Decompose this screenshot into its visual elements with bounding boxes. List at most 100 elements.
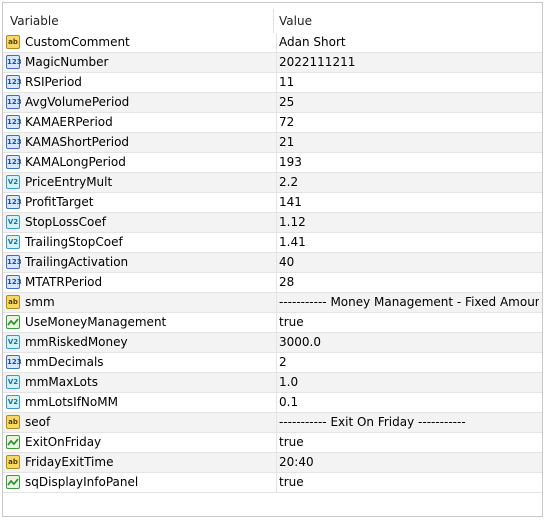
- value-text: 1.12: [279, 215, 306, 229]
- type-icon: 123: [6, 55, 22, 69]
- value-text: 2: [279, 355, 287, 369]
- parameter-value[interactable]: 141: [276, 193, 539, 212]
- parameter-value[interactable]: Adan Short: [276, 33, 539, 52]
- parameter-row[interactable]: 123 AvgVolumePeriod 25: [3, 93, 542, 113]
- parameter-row[interactable]: ExitOnFriday true: [3, 433, 542, 453]
- parameter-row[interactable]: 123 TrailingActivation 40: [3, 253, 542, 273]
- parameter-name: seof: [25, 415, 51, 429]
- parameter-row[interactable]: V2 StopLossCoef 1.12: [3, 213, 542, 233]
- parameter-row[interactable]: V2 mmMaxLots 1.0: [3, 373, 542, 393]
- parameter-value[interactable]: 72: [276, 113, 539, 132]
- parameter-name: KAMAShortPeriod: [25, 135, 130, 149]
- parameter-row[interactable]: 123 MTATRPeriod 28: [3, 273, 542, 293]
- parameter-row[interactable]: V2 mmRiskedMoney 3000.0: [3, 333, 542, 353]
- parameter-row[interactable]: sqDisplayInfoPanel true: [3, 473, 542, 493]
- parameter-value[interactable]: 0.1: [276, 393, 539, 412]
- parameter-name: TrailingStopCoef: [25, 235, 123, 249]
- type-icon: V2: [6, 335, 20, 349]
- parameter-name: smm: [25, 295, 55, 309]
- parameter-row[interactable]: 123 KAMAShortPeriod 21: [3, 133, 542, 153]
- parameter-row[interactable]: UseMoneyManagement true: [3, 313, 542, 333]
- parameter-value[interactable]: 3000.0: [276, 333, 539, 352]
- parameter-row[interactable]: V2 mmLotsIfNoMM 0.1: [3, 393, 542, 413]
- bool-line: [7, 478, 19, 486]
- type-icon: 123: [6, 135, 22, 149]
- value-text: 11: [279, 75, 295, 89]
- value-text: 2.2: [279, 175, 299, 189]
- type-icon: 123: [6, 355, 22, 369]
- value-text: 193: [279, 155, 302, 169]
- type-icon: ab: [6, 35, 20, 49]
- value-text: 28: [279, 275, 295, 289]
- parameter-value[interactable]: 2: [276, 353, 539, 372]
- parameter-value[interactable]: 2.2: [276, 173, 539, 192]
- parameter-value[interactable]: 25: [276, 93, 539, 112]
- parameter-value[interactable]: 11: [276, 73, 539, 92]
- parameter-value[interactable]: 20:40: [276, 453, 539, 472]
- bool-glyph: [7, 438, 19, 446]
- parameter-value[interactable]: 1.12: [276, 213, 539, 232]
- value-text: 40: [279, 255, 295, 269]
- bool-line: [7, 438, 19, 446]
- parameter-row[interactable]: V2 TrailingStopCoef 1.41: [3, 233, 542, 253]
- type-icon: V2: [6, 235, 20, 249]
- parameter-name: MagicNumber: [25, 55, 109, 69]
- parameter-name: sqDisplayInfoPanel: [25, 475, 139, 489]
- value-text: 1.0: [279, 375, 299, 389]
- parameter-name: mmRiskedMoney: [25, 335, 128, 349]
- parameter-value[interactable]: 1.41: [276, 233, 539, 252]
- parameter-row[interactable]: ab seof ----------- Exit On Friday -------…: [3, 413, 542, 433]
- parameter-value[interactable]: true: [276, 473, 539, 492]
- parameter-value[interactable]: 40: [276, 253, 539, 272]
- parameter-row[interactable]: V2 PriceEntryMult 2.2: [3, 173, 542, 193]
- value-text: 0.1: [279, 395, 299, 409]
- value-text: true: [279, 435, 304, 449]
- parameter-value[interactable]: 2022111211: [276, 53, 539, 72]
- parameter-value[interactable]: ----------- Exit On Friday -----------: [276, 413, 539, 432]
- type-icon: 123: [6, 155, 22, 169]
- type-icon: V2: [6, 375, 20, 389]
- parameter-name: MTATRPeriod: [25, 275, 103, 289]
- parameter-row[interactable]: ab CustomComment Adan Short: [3, 33, 542, 53]
- parameter-row[interactable]: 123 mmDecimals 2: [3, 353, 542, 373]
- parameter-name: ExitOnFriday: [25, 435, 102, 449]
- parameter-row[interactable]: ab smm ----------- Money Management - Fixe…: [3, 293, 542, 313]
- type-icon: [6, 315, 20, 329]
- parameter-name: CustomComment: [25, 35, 130, 49]
- parameter-row[interactable]: 123 MagicNumber 2022111211: [3, 53, 542, 73]
- value-text: 21: [279, 135, 295, 149]
- parameter-row[interactable]: 123 RSIPeriod 11: [3, 73, 542, 93]
- parameter-value[interactable]: true: [276, 433, 539, 452]
- parameter-name: StopLossCoef: [25, 215, 106, 229]
- value-text: 1.41: [279, 235, 306, 249]
- parameter-value[interactable]: 21: [276, 133, 539, 152]
- type-icon: [6, 475, 20, 489]
- parameter-value[interactable]: 28: [276, 273, 539, 292]
- type-icon: 123: [6, 115, 22, 129]
- type-icon: ab: [6, 455, 20, 469]
- parameter-name: mmMaxLots: [25, 375, 98, 389]
- parameter-name: FridayExitTime: [25, 455, 114, 469]
- parameter-name: mmDecimals: [25, 355, 104, 369]
- parameter-row[interactable]: 123 KAMALongPeriod 193: [3, 153, 542, 173]
- parameter-value[interactable]: 1.0: [276, 373, 539, 392]
- value-text: Adan Short: [279, 35, 346, 49]
- type-icon: 123: [6, 275, 22, 289]
- parameter-name: KAMALongPeriod: [25, 155, 126, 169]
- parameter-row[interactable]: 123 ProfitTarget 141: [3, 193, 542, 213]
- value-text: 20:40: [279, 455, 314, 469]
- parameter-name: RSIPeriod: [25, 75, 82, 89]
- value-text: true: [279, 475, 304, 489]
- parameter-name: ProfitTarget: [25, 195, 94, 209]
- type-icon: 123: [6, 75, 22, 89]
- parameter-row[interactable]: ab FridayExitTime 20:40: [3, 453, 542, 473]
- parameter-value[interactable]: true: [276, 313, 539, 332]
- column-header: Value: [279, 14, 312, 28]
- parameter-value[interactable]: ----------- Money Management - Fixed Amo…: [276, 293, 539, 312]
- bool-glyph: [7, 478, 19, 486]
- parameter-value[interactable]: 193: [276, 153, 539, 172]
- column-header: Variable: [10, 14, 59, 28]
- type-icon: V2: [6, 175, 20, 189]
- parameter-row[interactable]: 123 KAMAERPeriod 72: [3, 113, 542, 133]
